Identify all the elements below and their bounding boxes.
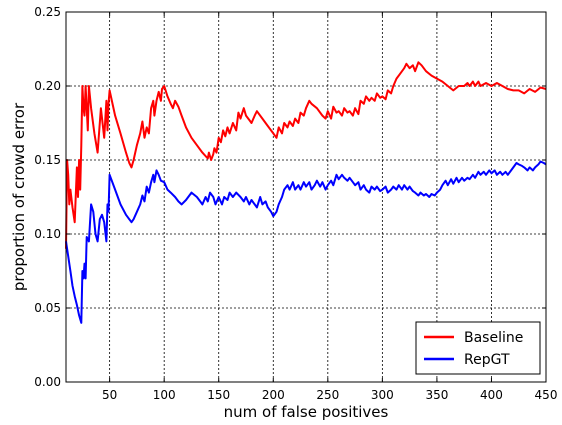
y-tick-label: 0.10: [34, 227, 61, 241]
legend-label-repgt: RepGT: [464, 352, 510, 368]
ticks: 50 100 150 200 250 300 350 400 450 0.00 0.05 0.10 0.…: [34, 5, 557, 402]
x-tick-label: 100: [153, 388, 176, 402]
x-tick-label: 350: [425, 388, 448, 402]
x-tick-label: 250: [316, 388, 339, 402]
y-tick-label: 0.25: [34, 5, 61, 19]
y-tick-label: 0.00: [34, 375, 61, 389]
x-axis-label: num of false positives: [224, 403, 389, 421]
x-tick-label: 150: [207, 388, 230, 402]
x-tick-label: 450: [535, 388, 558, 402]
plot-frame: [65, 11, 547, 383]
y-tick-label: 0.05: [34, 301, 61, 315]
series-layer: [65, 61, 547, 324]
x-tick-label: 300: [371, 388, 394, 402]
grid: [66, 12, 546, 382]
x-tick-label: 50: [102, 388, 117, 402]
series-line-repgt: [65, 160, 547, 324]
legend: Baseline RepGT: [415, 321, 541, 375]
x-tick-label: 400: [480, 388, 503, 402]
y-tick-label: 0.15: [34, 153, 61, 167]
y-axis-label: proportion of crowd error: [10, 102, 28, 291]
x-tick-label: 200: [262, 388, 285, 402]
legend-box: [415, 321, 541, 375]
y-tick-label: 0.20: [34, 79, 61, 93]
series-line-baseline: [65, 61, 547, 249]
legend-label-baseline: Baseline: [464, 330, 523, 346]
